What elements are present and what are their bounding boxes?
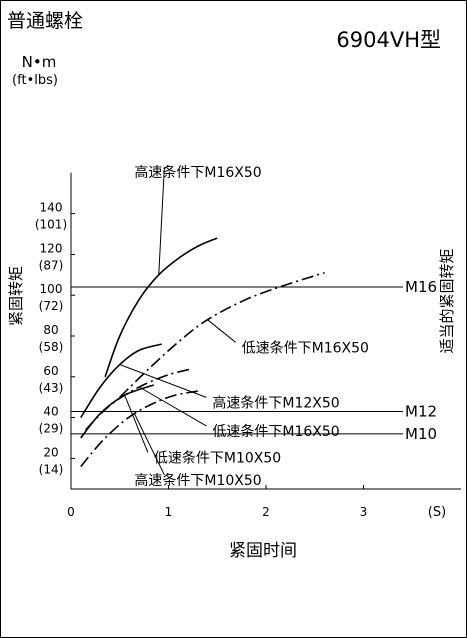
- series-curve-2: [119, 271, 325, 398]
- x-tick-label: 0: [67, 505, 75, 519]
- series-curve-3: [80, 343, 162, 419]
- x-tick-label: 2: [262, 505, 270, 519]
- reference-label-m16: M16: [405, 278, 437, 296]
- y-tick-alt-label: (29): [39, 422, 64, 436]
- series-leader-line-4: [138, 386, 207, 427]
- series-leader-line-1: [158, 166, 165, 275]
- y-tick-label: 140: [40, 201, 63, 215]
- x-axis-title: 紧固时间: [229, 541, 297, 561]
- chart-title: 普通螺栓: [7, 10, 83, 32]
- y-tick-label: 40: [43, 405, 58, 419]
- right-axis-title: 适当的紧固转矩: [438, 248, 456, 353]
- y-axis-title: 紧固转矩: [7, 266, 25, 326]
- series-label-2: 低速条件下M16X50: [242, 339, 369, 356]
- series-curve-5: [80, 384, 155, 439]
- y-tick-alt-label: (101): [35, 218, 67, 232]
- y-tick-alt-label: (87): [39, 258, 64, 272]
- series-leader-line-2: [207, 319, 236, 343]
- chart-subtitle: 6904VH型: [336, 28, 441, 52]
- series-curve-1: [104, 237, 218, 378]
- x-tick-label: 3: [360, 505, 368, 519]
- y-tick-label: 60: [43, 364, 58, 378]
- x-tick-label: 1: [165, 505, 173, 519]
- reference-label-m10: M10: [405, 425, 437, 443]
- y-tick-alt-label: (72): [39, 299, 64, 313]
- series-label-6: 高速条件下M10X50: [134, 472, 261, 489]
- y-tick-label: 80: [43, 323, 58, 337]
- y-unit-label: N•m: [22, 53, 57, 71]
- y-tick-label: 100: [40, 282, 63, 296]
- y-unit-alt-label: (ft•lbs): [12, 73, 58, 88]
- series-label-3: 高速条件下M12X50: [212, 394, 339, 411]
- reference-label-m12: M12: [405, 402, 437, 420]
- x-unit-label: (S): [428, 505, 446, 520]
- plot-layer: 0 1 2 3 20 (14) 40 (29) 60 (43) 80 (58) 100 (72) 120 (8…: [35, 164, 461, 519]
- series-leader-line-5: [124, 394, 149, 453]
- y-tick-alt-label: (43): [39, 381, 64, 395]
- series-label-4: 低速条件下M16X50: [212, 423, 339, 440]
- y-tick-alt-label: (58): [39, 340, 64, 354]
- series-label-5: 低速条件下M10X50: [154, 449, 281, 466]
- series-label-1: 高速条件下M16X50: [134, 164, 261, 181]
- series-leader-line-6: [133, 413, 165, 476]
- y-tick-alt-label: (14): [39, 462, 64, 476]
- y-tick-label: 120: [40, 241, 63, 255]
- y-tick-label: 20: [43, 445, 58, 459]
